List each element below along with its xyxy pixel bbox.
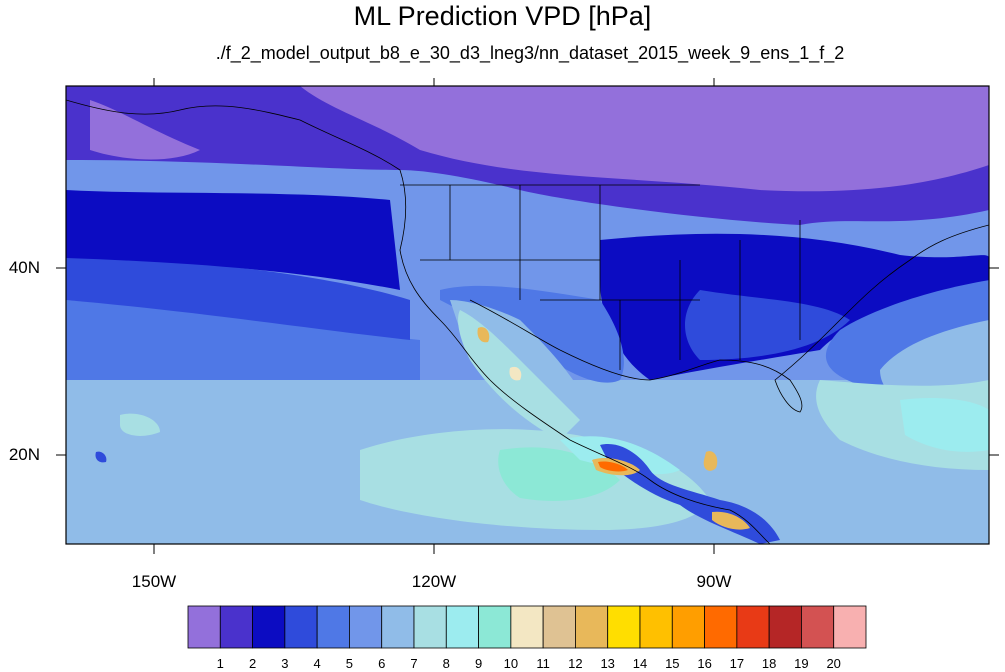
field-band-7b — [66, 406, 380, 544]
colorbar-label: 2 — [248, 656, 257, 671]
field-hawaii — [120, 413, 160, 436]
map-frame — [65, 85, 990, 545]
colorbar-swatch-7 — [381, 605, 415, 649]
colorbar-label: 9 — [474, 656, 483, 671]
field-caribbean-b — [900, 398, 989, 452]
colorbar-swatch-2 — [219, 605, 253, 649]
colorbar-swatch-6 — [349, 605, 383, 649]
state-borders — [400, 184, 801, 370]
lat-label-40n: 40N — [8, 258, 40, 277]
colorbar-swatch-20 — [801, 605, 835, 649]
colorbar-swatch-9 — [445, 605, 479, 649]
colorbar-swatch-5 — [316, 605, 350, 649]
colorbar-label: 16 — [697, 656, 712, 671]
lon-label-90w: 90W — [696, 572, 732, 591]
colorbar-label: 5 — [345, 656, 353, 671]
field-hotspot-e — [477, 327, 490, 343]
colorbar-label: 12 — [568, 656, 583, 671]
colorbar-swatch-21 — [833, 605, 867, 649]
axis-ticks — [56, 78, 999, 554]
field-band-1b — [90, 100, 200, 160]
colorbar-label: 7 — [410, 656, 418, 671]
field-hawaii-island — [95, 451, 107, 463]
colorbar-label: 8 — [442, 656, 450, 671]
colorbar-swatch-16 — [671, 605, 705, 649]
colorbar-swatch-4 — [284, 605, 318, 649]
map-title: ML Prediction VPD [hPa] — [353, 1, 652, 31]
field-band-1 — [66, 86, 989, 192]
colorbar-label: 15 — [665, 656, 680, 671]
field-hotspot-d — [509, 366, 522, 381]
colorbar-swatch-11 — [510, 605, 544, 649]
lon-label-120w: 120W — [411, 572, 457, 591]
colorbar-swatch-17 — [704, 605, 738, 649]
colorbar-label: 13 — [600, 656, 615, 671]
colorbar-swatch-3 — [252, 605, 286, 649]
vpd-field — [66, 86, 989, 544]
colorbar-swatch-1 — [187, 605, 221, 649]
colorbar-swatch-12 — [542, 605, 576, 649]
colorbar-swatch-15 — [639, 605, 673, 649]
map-subtitle: ./f_2_model_output_b8_e_30_d3_lneg3/nn_d… — [215, 43, 845, 63]
colorbar-label: 20 — [826, 656, 841, 671]
field-hotspot-a-core — [598, 461, 628, 472]
colorbar-swatch-10 — [478, 605, 512, 649]
coastlines — [66, 99, 989, 544]
colorbar-swatch-13 — [575, 605, 609, 649]
field-southeast — [685, 290, 850, 360]
colorbar-label: 1 — [216, 656, 224, 671]
colorbar — [187, 605, 867, 649]
field-band-5 — [66, 300, 420, 380]
gulf-east-coastline — [559, 224, 989, 413]
field-band-4 — [66, 255, 410, 340]
colorbar-label: 11 — [536, 656, 550, 671]
us-mexico-border — [469, 299, 561, 351]
colorbar-swatch-14 — [607, 605, 641, 649]
field-hotspot-b — [703, 451, 718, 471]
lon-label-150w: 150W — [131, 572, 177, 591]
colorbar-label: 14 — [632, 656, 648, 671]
colorbar-swatch-8 — [413, 605, 447, 649]
colorbar-label: 6 — [378, 656, 386, 671]
lat-label-20n: 20N — [8, 445, 40, 464]
field-band-3 — [66, 190, 400, 290]
colorbar-swatch-18 — [736, 605, 770, 649]
west-coastline — [66, 99, 771, 544]
colorbar-label: 3 — [281, 656, 289, 671]
colorbar-label: 18 — [761, 656, 777, 671]
colorbar-label: 10 — [503, 656, 519, 671]
colorbar-label: 19 — [794, 656, 809, 671]
colorbar-swatch-19 — [768, 605, 802, 649]
colorbar-label: 4 — [313, 656, 321, 671]
colorbar-label: 17 — [729, 656, 745, 671]
field-hotspot-c — [712, 511, 750, 530]
